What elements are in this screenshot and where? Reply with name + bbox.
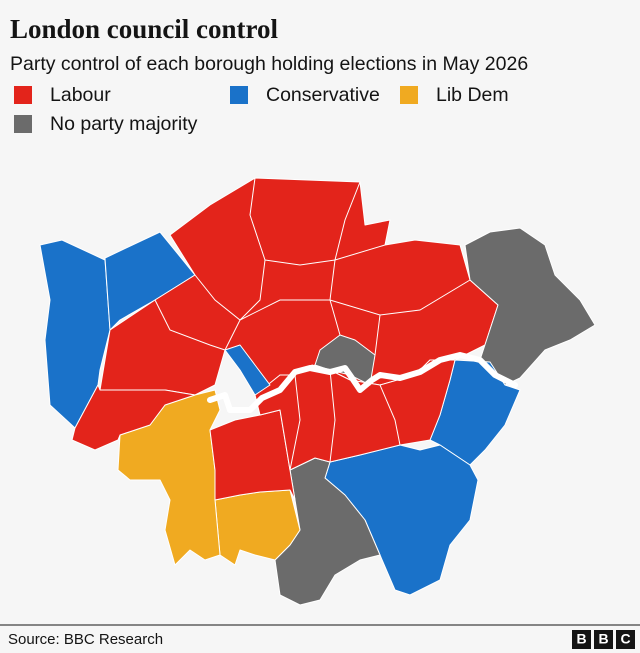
source: Source: BBC Research xyxy=(8,631,163,648)
borough xyxy=(224,344,271,396)
borough-border xyxy=(329,369,336,463)
borough-border xyxy=(264,244,386,266)
legend-label: Lib Dem xyxy=(436,84,509,106)
borough xyxy=(71,384,196,451)
legend-swatch xyxy=(400,86,418,104)
logo-letter: B xyxy=(576,631,586,647)
river-thames xyxy=(207,352,518,413)
logo-letter: B xyxy=(598,631,608,647)
title: London council control xyxy=(10,14,279,44)
legend-swatch xyxy=(14,86,32,104)
logo-block xyxy=(616,630,635,649)
borough xyxy=(464,227,596,386)
legend-swatch xyxy=(230,86,248,104)
borough-border xyxy=(224,177,266,351)
borough xyxy=(209,409,296,501)
borough-border xyxy=(379,384,401,446)
legend-swatch xyxy=(14,115,32,133)
borough-border xyxy=(154,299,226,351)
logo-letter: C xyxy=(620,631,630,647)
legend-label: No party majority xyxy=(50,113,198,135)
subtitle: Party control of each borough holding el… xyxy=(10,53,528,75)
legend-label: Conservative xyxy=(266,84,380,106)
legend-label: Labour xyxy=(50,84,111,106)
borough-border xyxy=(289,374,301,471)
borough-border xyxy=(194,274,471,321)
map xyxy=(39,177,596,606)
logo-block xyxy=(572,630,591,649)
logo-block xyxy=(594,630,613,649)
legend: Labour Conservative Lib Dem No party majori… xyxy=(14,84,509,135)
borough-border xyxy=(374,314,381,356)
